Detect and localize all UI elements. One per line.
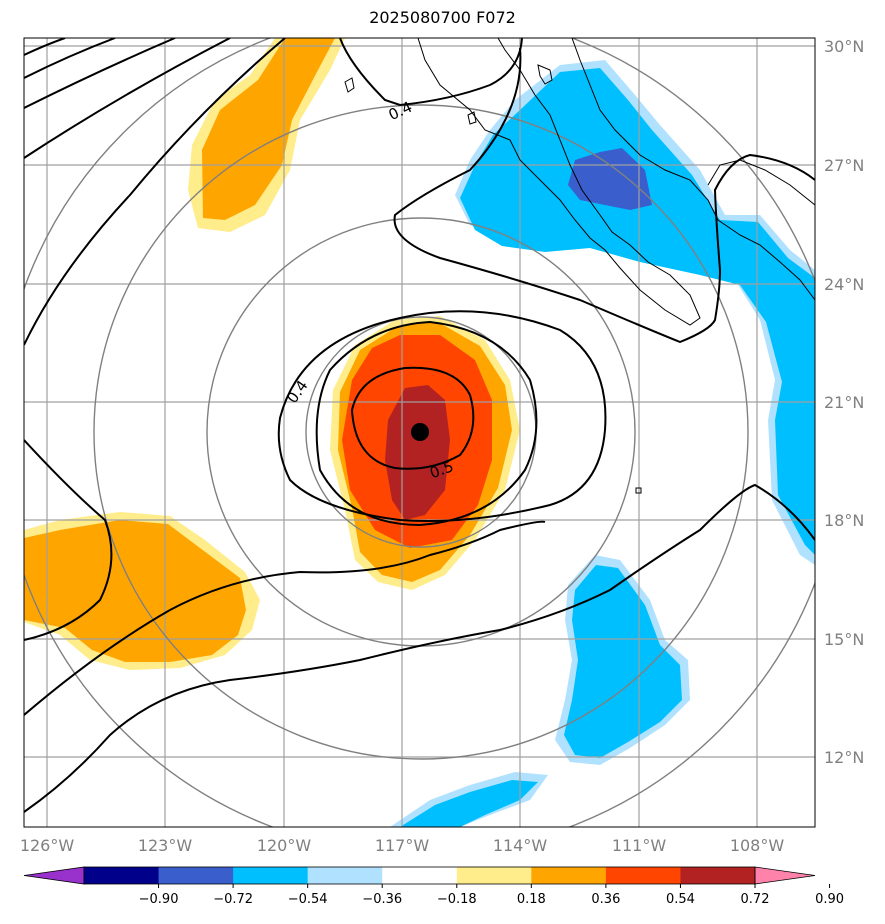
- colorbar-segment: [456, 867, 532, 884]
- lat-label-12: 12°N: [824, 748, 864, 767]
- lat-label-21: 21°N: [824, 393, 864, 412]
- island-small-2: [467, 111, 477, 125]
- contour-west-long: [24, 38, 286, 346]
- island-small-3: [537, 64, 553, 85]
- contour-05-storm: [350, 366, 475, 470]
- lat-label-15: 15°N: [824, 630, 864, 649]
- contour-lines: [24, 38, 815, 813]
- lon-label-114: 114°W: [493, 836, 548, 855]
- baja-coast-east: [571, 38, 815, 301]
- colorbar-segment: [307, 867, 383, 884]
- colorbar-segment: [84, 867, 160, 884]
- colorbar-segment: [605, 867, 681, 884]
- colorbar-tick-label: 0.54: [666, 892, 695, 907]
- positive-anomaly-nw-core: [202, 38, 335, 220]
- island-small-4: [635, 487, 642, 494]
- negative-anomaly-ne-core: [568, 148, 652, 210]
- contour-04-storm: [277, 310, 607, 522]
- colorbar-segment: [680, 867, 756, 884]
- mainland-coast: [707, 159, 815, 206]
- colorbar-segment: [158, 867, 234, 884]
- contour-south: [24, 483, 815, 813]
- contour-nw-3: [24, 38, 176, 109]
- negative-anomaly-ne: [460, 68, 815, 555]
- lat-label-30: 30°N: [824, 37, 864, 56]
- range-ring-3: [93, 104, 749, 760]
- colorbar-tick-label: −0.72: [213, 892, 253, 907]
- contour-southwest: [24, 520, 546, 716]
- lon-label-111: 111°W: [612, 836, 667, 855]
- colorbar-tick-label: −0.36: [362, 892, 402, 907]
- lon-label-126: 126°W: [20, 836, 75, 855]
- shaded-field: [24, 38, 815, 827]
- colorbar-frame: [83, 866, 756, 885]
- contour-04-baja: [393, 47, 815, 344]
- storm-anomaly-core: [385, 385, 450, 520]
- colorbar-tick-label: 0.18: [517, 892, 546, 907]
- colorbar-extend-high: [754, 866, 816, 885]
- contour-nw-4: [24, 38, 231, 159]
- lon-label-117: 117°W: [375, 836, 430, 855]
- map-plot-area: 0.4 0.4 0.5: [24, 38, 815, 827]
- baja-coast-west: [417, 38, 701, 326]
- colorbar-tick-label: −0.54: [288, 892, 328, 907]
- contour-west-arc: [24, 439, 113, 641]
- island-small: [344, 77, 355, 93]
- negative-anomaly-s: [400, 780, 538, 827]
- colorbar-tick-label: 0.36: [591, 892, 620, 907]
- contour-nw-2: [24, 38, 116, 79]
- colorbar-tick-label: 0.90: [815, 892, 844, 907]
- colorbar-extend-low: [23, 866, 85, 885]
- lon-label-108: 108°W: [730, 836, 785, 855]
- colorbar-segment: [531, 867, 607, 884]
- lon-label-120: 120°W: [257, 836, 312, 855]
- colorbar-tick-label: 0.72: [741, 892, 770, 907]
- contour-nw-1: [24, 38, 66, 56]
- longitude-labels: 126°W 123°W 120°W 117°W 114°W 111°W 108°…: [20, 836, 785, 855]
- contour-045-storm: [315, 320, 538, 527]
- latitude-labels: 30°N 27°N 24°N 21°N 18°N 15°N 12°N: [824, 37, 864, 767]
- lat-label-27: 27°N: [824, 156, 864, 175]
- contour-04-north: [339, 38, 523, 107]
- lat-label-18: 18°N: [824, 511, 864, 530]
- map-title: 2025080700 F072: [369, 8, 516, 27]
- colorbar-segment: [233, 867, 309, 884]
- colorbar-segment: [382, 867, 458, 884]
- map-frame: [23, 37, 816, 828]
- storm-center-marker: [411, 423, 429, 441]
- lon-label-123: 123°W: [138, 836, 193, 855]
- negative-anomaly-se: [564, 565, 682, 758]
- lat-label-24: 24°N: [824, 275, 864, 294]
- coastlines: [344, 38, 815, 494]
- colorbar: −0.90 −0.72 −0.54 −0.36 −0.18 0.18 0.36 0.54 0.7…: [23, 866, 844, 907]
- colorbar-tick-label: −0.90: [139, 892, 179, 907]
- colorbar-tick-label: −0.18: [437, 892, 477, 907]
